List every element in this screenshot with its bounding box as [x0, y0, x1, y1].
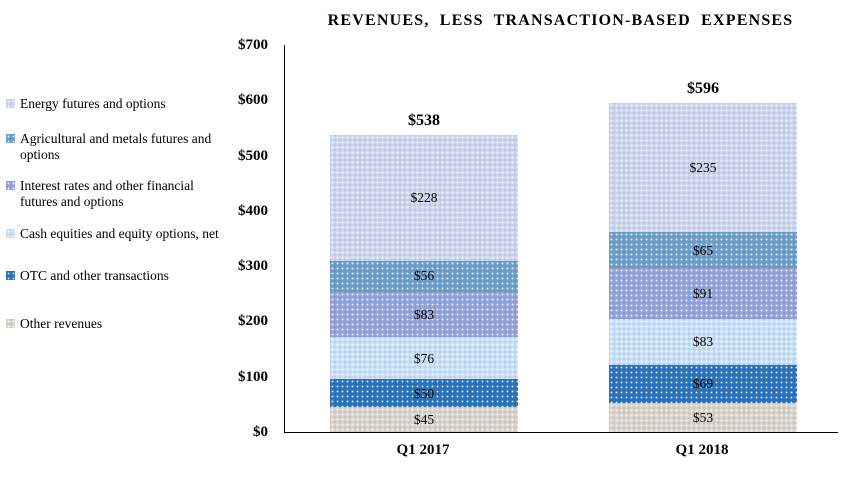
legend-swatch-icon	[6, 181, 15, 190]
y-tick-label: $400	[238, 202, 268, 219]
legend-label: Other revenues	[20, 316, 103, 331]
bar-segment: $83	[330, 291, 518, 338]
y-tick-label: $700	[238, 37, 268, 53]
segment-value-label: $83	[692, 333, 714, 349]
legend-item: Interest rates and other financial futur…	[6, 178, 232, 209]
y-tick-label: $600	[238, 92, 268, 109]
segment-value-label: $65	[692, 242, 714, 258]
bar-segment: $235	[609, 102, 797, 233]
bar-total-label: $596	[687, 79, 719, 97]
segment-value-label: $228	[410, 189, 438, 205]
legend-label: Energy futures and options	[20, 96, 166, 111]
bar-segment: $69	[609, 364, 797, 403]
segment-value-label: $69	[692, 375, 714, 391]
legend-swatch-icon	[6, 99, 15, 108]
bar-segment: $53	[609, 402, 797, 432]
x-axis-label: Q1 2018	[675, 442, 729, 458]
segment-value-label: $45	[413, 411, 435, 427]
bar-segment: $91	[609, 268, 797, 319]
legend-swatch-icon	[6, 229, 15, 238]
segment-value-label: $53	[692, 409, 714, 425]
legend-label: Interest rates and other financial futur…	[20, 178, 194, 209]
bar-segment: $45	[330, 407, 518, 432]
legend-swatch-icon	[6, 271, 15, 280]
bar-segment: $76	[330, 337, 518, 380]
legend-swatch-icon	[6, 319, 15, 328]
legend-swatch-icon	[6, 134, 15, 143]
bar-segment: $83	[609, 318, 797, 365]
bar-segment: $50	[330, 379, 518, 408]
bar-segment: $65	[609, 232, 797, 269]
legend-label: Cash equities and equity options, net	[20, 226, 219, 241]
legend-item: Energy futures and options	[6, 96, 232, 112]
y-tick-label: $300	[238, 258, 268, 275]
bar-segment: $56	[330, 260, 518, 292]
legend-item: Other revenues	[6, 316, 232, 332]
segment-value-label: $76	[413, 350, 435, 366]
legend-item: Cash equities and equity options, net	[6, 226, 232, 242]
y-tick-label: $0	[253, 424, 268, 440]
bar-segment: $228	[330, 134, 518, 261]
y-tick-label: $100	[238, 368, 268, 385]
y-tick-label: $500	[238, 147, 268, 164]
plot-area: $45 $50 $76 $83 $56 $228 $538 $53 $69 $83 $91 $65 $2…	[284, 45, 838, 433]
bar-total-label: $538	[408, 111, 440, 129]
chart-title: REVENUES, LESS TRANSACTION-BASED EXPENSE…	[327, 12, 794, 29]
segment-value-label: $235	[689, 159, 717, 175]
legend-label: Agricultural and metals futures and opti…	[20, 131, 212, 162]
legend-item: OTC and other transactions	[6, 268, 232, 284]
x-axis-label: Q1 2017	[396, 442, 450, 458]
legend-label: OTC and other transactions	[20, 268, 169, 283]
segment-value-label: $91	[692, 285, 714, 301]
segment-value-label: $50	[413, 385, 435, 401]
segment-value-label: $83	[413, 306, 435, 322]
segment-value-label: $56	[413, 268, 435, 284]
y-tick-label: $200	[238, 313, 268, 330]
legend-item: Agricultural and metals futures and opti…	[6, 131, 232, 162]
